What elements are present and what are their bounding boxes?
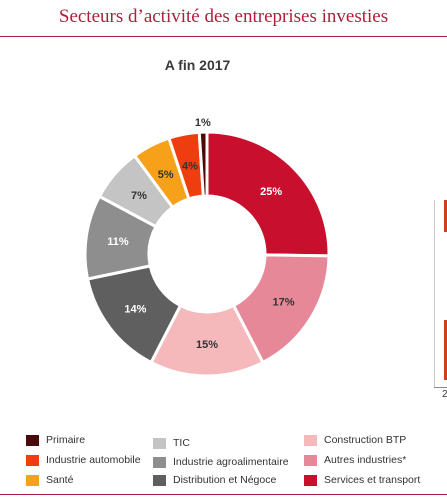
adjacent-chart-baseline — [434, 387, 447, 388]
slice-data-label: 1% — [195, 117, 211, 129]
legend-label: TIC — [173, 437, 190, 449]
legend-item: Santé — [26, 474, 73, 486]
slice-data-label: 7% — [131, 190, 147, 202]
adjacent-chart-edge: 2 — [434, 200, 447, 400]
legend-label: Primaire — [46, 434, 86, 446]
adjacent-chart-mark — [444, 200, 447, 232]
legend-swatch — [304, 454, 317, 466]
legend-swatch — [153, 474, 166, 486]
adjacent-chart-tick-label: 2 — [442, 389, 447, 400]
adjacent-chart-axis-line — [434, 200, 435, 388]
slice-data-label: 5% — [158, 169, 174, 181]
adjacent-chart-mark — [444, 320, 447, 380]
chart-title: A fin 2017 — [164, 57, 231, 73]
legend-swatch — [153, 437, 166, 449]
legend-swatch — [304, 434, 317, 446]
slice-data-label: 15% — [196, 339, 218, 351]
donut-slice — [197, 130, 209, 198]
legend-swatch — [153, 456, 166, 468]
donut-slice — [205, 130, 331, 258]
legend-swatch — [304, 474, 317, 486]
legend-label: Industrie automobile — [46, 454, 141, 466]
bottom-divider — [0, 494, 447, 495]
legend-label: Construction BTP — [324, 434, 407, 446]
slice-data-label: 4% — [182, 161, 198, 173]
legend-label: Services et transport — [324, 474, 421, 486]
slice-data-label: 17% — [272, 296, 294, 308]
donut-slice — [231, 253, 331, 365]
legend-item: Industrie agroalimentaire — [153, 456, 289, 468]
legend-swatch — [26, 454, 39, 466]
legend-item: Industrie automobile — [26, 454, 141, 466]
slice-data-label: 11% — [107, 236, 129, 248]
legend-swatch — [26, 434, 39, 446]
legend-label: Santé — [46, 474, 74, 486]
legend-item: Services et transport — [304, 474, 420, 486]
legend-item: Construction BTP — [304, 434, 406, 446]
slice-data-label: 25% — [260, 186, 282, 198]
slice-data-label: 14% — [124, 304, 146, 316]
chart-legend: Primaire Industrie automobile Santé TIC … — [26, 434, 426, 494]
legend-label: Industrie agroalimentaire — [173, 456, 289, 468]
legend-item: TIC — [153, 437, 190, 449]
page-title: Secteurs d’activité des entreprises inve… — [58, 6, 389, 27]
legend-swatch — [26, 474, 39, 486]
legend-label: Autres industries* — [324, 454, 407, 466]
legend-label: Distribution et Négoce — [173, 474, 277, 486]
legend-item: Primaire — [26, 434, 85, 446]
legend-item: Autres industries* — [304, 454, 406, 466]
legend-item: Distribution et Négoce — [153, 474, 276, 486]
title-divider — [0, 36, 447, 37]
